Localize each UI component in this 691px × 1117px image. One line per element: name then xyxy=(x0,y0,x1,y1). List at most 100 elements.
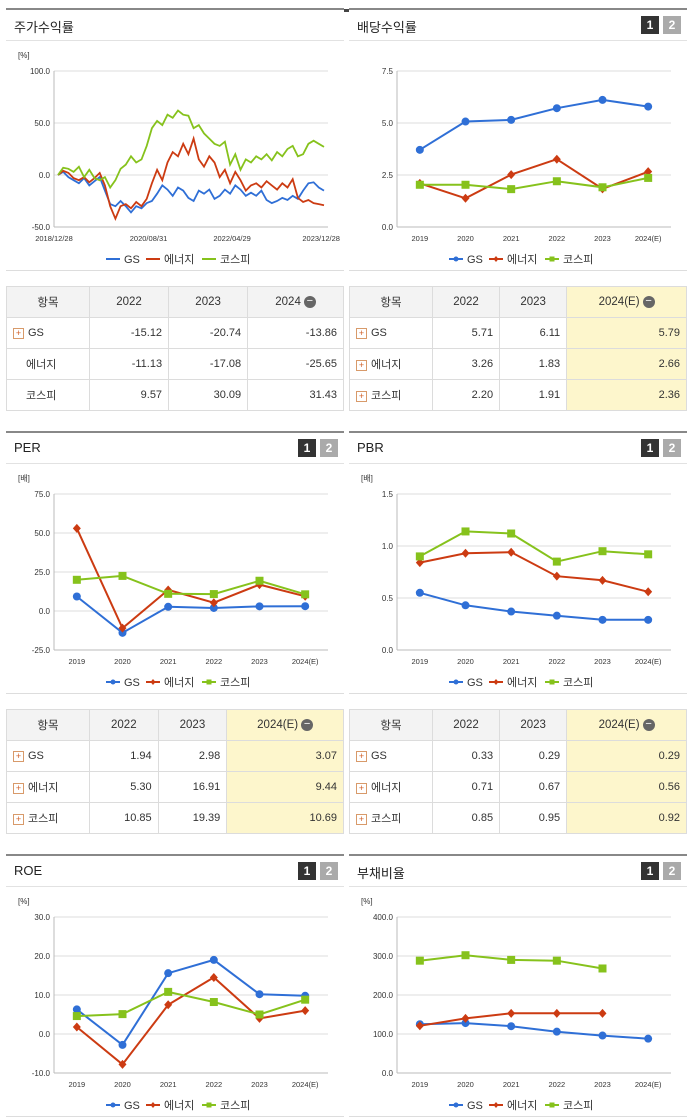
expand-icon[interactable]: + xyxy=(356,327,367,339)
gs-data-point xyxy=(453,256,459,262)
expand-icon[interactable]: + xyxy=(356,813,367,825)
table-cell: 0.67 xyxy=(499,771,568,803)
table-cell: 19.39 xyxy=(157,802,228,834)
per-pager: 1 2 xyxy=(298,439,338,457)
column-header-year: 2023 xyxy=(157,709,228,741)
page-1-button[interactable]: 1 xyxy=(298,439,316,457)
kospi-data-point xyxy=(461,527,470,536)
pbr-pager: 1 2 xyxy=(641,439,681,457)
x-tick-label: 2020 xyxy=(457,234,474,243)
row-name-cell: + GS xyxy=(6,740,90,772)
page-2-button[interactable]: 2 xyxy=(320,439,338,457)
gs-data-point xyxy=(209,955,218,964)
table-row: + GS 0.33 0.29 0.29 xyxy=(349,740,687,772)
page-2-button[interactable]: 2 xyxy=(320,862,338,880)
collapse-icon[interactable]: − xyxy=(303,295,316,308)
gs-legend-label: GS xyxy=(467,1100,483,1112)
gs-series-line xyxy=(76,958,306,1047)
x-tick-label: 2023 xyxy=(594,234,611,243)
dividend-title: 배당수익률 xyxy=(357,20,417,35)
page-1-button[interactable]: 1 xyxy=(641,439,659,457)
gs-data-point xyxy=(507,115,516,124)
expand-icon[interactable]: + xyxy=(356,750,367,762)
table-cell: 10.85 xyxy=(89,802,159,834)
expand-icon[interactable]: + xyxy=(13,782,24,794)
pbr-title: PBR xyxy=(357,440,384,455)
x-tick-label: 2024(E) xyxy=(292,657,319,666)
gs-data-point xyxy=(255,990,264,999)
kospi-data-point xyxy=(549,1102,555,1108)
kospi-legend-label: 코스피 xyxy=(563,253,593,266)
energy-data-point xyxy=(150,1102,156,1108)
kospi-data-point xyxy=(552,956,561,965)
gs-data-point xyxy=(461,117,470,126)
year-label: 2024(E) xyxy=(598,719,640,732)
kospi-data-point xyxy=(415,552,424,561)
y-tick-label: 0.0 xyxy=(382,223,394,232)
y-tick-label: 30.0 xyxy=(34,913,50,922)
expand-icon[interactable]: + xyxy=(13,327,24,339)
gs-series-line xyxy=(76,595,306,635)
collapse-icon[interactable]: − xyxy=(642,295,655,308)
stock-return-chart: [%]100.0 50.0 0.0 -50.0 2018/12/28 2020/08/31… xyxy=(18,51,340,266)
page-2-button[interactable]: 2 xyxy=(663,862,681,880)
kospi-data-point xyxy=(209,998,218,1007)
y-tick-label: 2.5 xyxy=(382,171,394,180)
y-tick-label: 0.0 xyxy=(382,1069,394,1078)
column-header-year: 2023 xyxy=(499,709,568,741)
expand-icon[interactable]: + xyxy=(356,390,367,402)
y-unit-label: [%] xyxy=(18,897,30,906)
y-tick-label: 0.5 xyxy=(382,594,394,603)
row-name-cell: + 에너지 xyxy=(349,771,433,803)
page-1-button[interactable]: 1 xyxy=(641,862,659,880)
table-cell: 3.07 xyxy=(226,740,344,772)
table-cell: -25.65 xyxy=(247,348,344,380)
column-header-year: 2022 xyxy=(88,286,170,318)
x-tick-label: 2020/08/31 xyxy=(130,234,168,243)
row-name-cell: + 코스피 xyxy=(349,802,433,834)
gs-data-point xyxy=(255,602,264,611)
column-header-year: 2024− xyxy=(247,286,344,318)
x-tick-label: 2021 xyxy=(160,657,177,666)
x-tick-label: 2019 xyxy=(68,657,85,666)
pbr-chart: [배] 1.5 1.0 0.5 0.0 2019 2020 2021 2022 2023 2024(… xyxy=(361,474,671,689)
table-row: + 에너지 0.71 0.67 0.56 xyxy=(349,771,687,803)
energy-data-point xyxy=(209,598,218,608)
gs-legend-label: GS xyxy=(467,254,483,266)
gs-data-point xyxy=(552,1027,561,1036)
page-2-button[interactable]: 2 xyxy=(663,439,681,457)
table-cell: 0.71 xyxy=(431,771,501,803)
table-cell: -13.86 xyxy=(247,317,344,349)
kospi-data-point xyxy=(549,256,555,262)
column-header-year: 2023 xyxy=(168,286,249,318)
per-title: PER xyxy=(14,440,41,455)
energy-legend-label: 에너지 xyxy=(164,1099,194,1112)
page-1-button[interactable]: 1 xyxy=(298,862,316,880)
expand-icon[interactable]: + xyxy=(13,750,24,762)
gs-series-line xyxy=(419,98,649,151)
gs-data-point xyxy=(644,102,653,111)
row-name-cell: 에너지 xyxy=(6,348,90,380)
expand-icon[interactable]: + xyxy=(356,782,367,794)
x-tick-label: 2024(E) xyxy=(635,1080,662,1089)
x-tick-label: 2020 xyxy=(457,1080,474,1089)
table-cell: 9.57 xyxy=(88,379,170,411)
y-tick-label: 75.0 xyxy=(34,490,50,499)
collapse-icon[interactable]: − xyxy=(301,718,314,731)
energy-data-point xyxy=(507,170,516,180)
row-label: 에너지 xyxy=(26,359,57,371)
expand-icon[interactable]: + xyxy=(13,813,24,825)
y-tick-label: 0.0 xyxy=(39,607,51,616)
page-2-button[interactable]: 2 xyxy=(663,16,681,34)
per-chart: [배] 75.0 50.0 25.0 0.0 -25.0 2019 2020 2021 2022 2… xyxy=(18,474,328,689)
row-name-cell: + 코스피 xyxy=(6,802,90,834)
collapse-icon[interactable]: − xyxy=(642,718,655,731)
roe-panel: ROE 1 2 [%] 30.0 20.0 10.0 0.0 -10.0 2019 2020 2… xyxy=(6,854,344,1117)
energy-data-point xyxy=(493,679,499,685)
page-1-button[interactable]: 1 xyxy=(641,16,659,34)
expand-icon[interactable]: + xyxy=(356,359,367,371)
kospi-data-point xyxy=(507,185,516,194)
x-tick-label: 2020 xyxy=(114,1080,131,1089)
y-tick-label: 7.5 xyxy=(382,67,394,76)
table-row: + 코스피 2.20 1.91 2.36 xyxy=(349,379,687,411)
